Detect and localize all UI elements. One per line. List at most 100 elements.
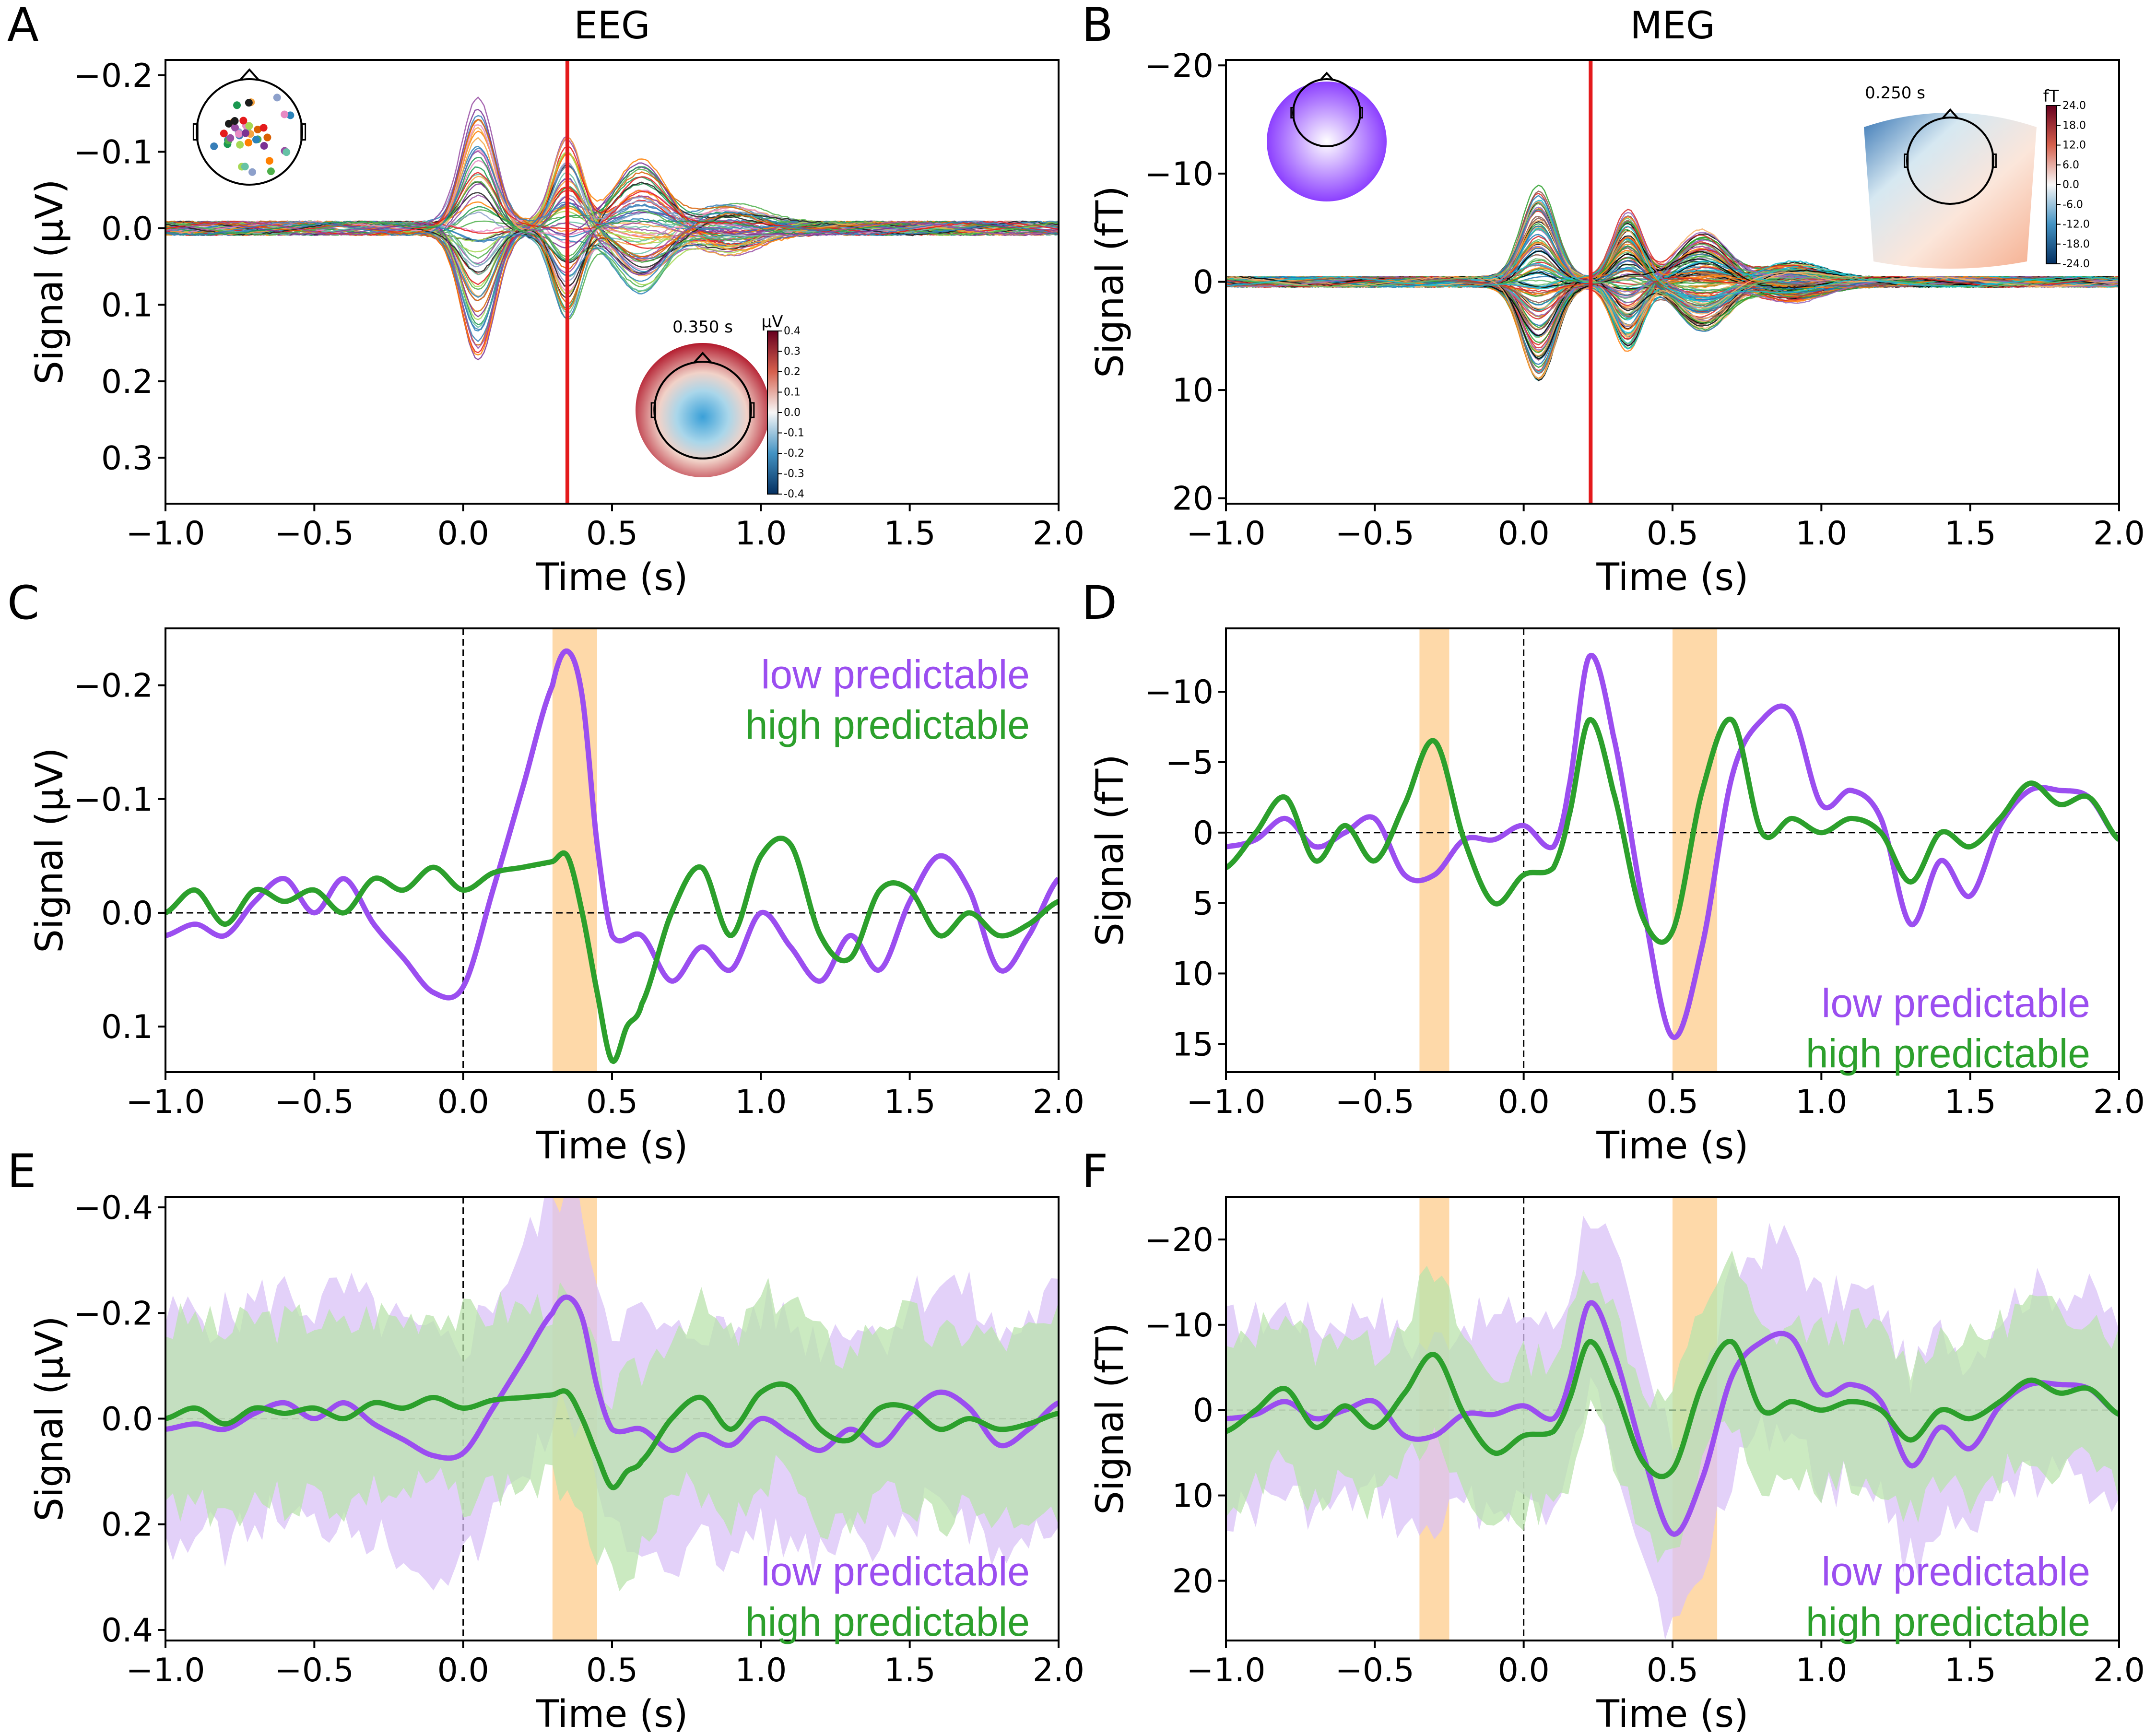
colorbar-label: 12.0 <box>2062 140 2086 152</box>
head-outline <box>196 78 303 186</box>
plot-area <box>1226 652 2119 1040</box>
y-tick-label: 0.0 <box>101 895 153 932</box>
topomap-inset: 0.350 s μV 0.4 0.3 0.2 0.1 0.0 -0.1 -0.2 -0.3 -0.4 <box>636 312 804 500</box>
y-tick-label: −5 <box>1166 744 1213 782</box>
panel-title: MEG <box>1630 4 1715 47</box>
colorbar-label: 0.0 <box>2062 179 2079 191</box>
colorbar-label: -12.0 <box>2062 219 2090 231</box>
legend-high: high predictable <box>1806 1031 2090 1076</box>
sensor-dot <box>241 163 249 171</box>
x-tick-label: 0.0 <box>1498 1083 1550 1121</box>
legend-low: low predictable <box>761 652 1030 697</box>
x-axis-label: Time (s) <box>535 1124 688 1168</box>
colorbar-label: -0.1 <box>784 427 804 439</box>
y-tick-label: 0 <box>1193 814 1213 852</box>
y-tick-label: −0.2 <box>74 1295 153 1333</box>
legend-high: high predictable <box>745 1599 1030 1644</box>
channel-trace <box>165 181 1059 263</box>
channel-trace <box>1226 241 2119 289</box>
x-tick-label: 1.5 <box>1944 1083 1996 1121</box>
x-tick-label: −1.0 <box>126 1083 205 1121</box>
error-band-high <box>165 1277 1059 1592</box>
channel-trace <box>165 166 1059 309</box>
x-tick-label: −1.0 <box>1186 1652 1265 1689</box>
nose-outline <box>693 352 712 364</box>
colorbar <box>767 330 778 495</box>
x-tick-label: −1.0 <box>1186 515 1265 553</box>
sensor-dot <box>260 142 268 150</box>
channel-trace <box>165 197 1059 318</box>
x-tick-label: 1.5 <box>1944 515 1996 553</box>
head-outline <box>1906 117 1994 205</box>
x-tick-label: 1.5 <box>884 515 936 553</box>
x-tick-label: 2.0 <box>1033 515 1084 553</box>
legend-high: high predictable <box>1806 1599 2090 1644</box>
panel-C: C −1.0 −0.5 0.0 0.5 1.0 1.5 2.0 −0.2 −0.1 0.0 0.1 Ti… <box>7 576 1084 1168</box>
sensor-dot <box>233 101 241 109</box>
x-tick-label: 0.5 <box>586 515 638 553</box>
panel-letter: E <box>7 1145 36 1198</box>
sensor-dot <box>254 126 262 134</box>
x-tick-label: 2.0 <box>2093 1652 2145 1689</box>
series-line-low <box>1226 652 2119 1040</box>
y-tick-label: 20 <box>1172 480 1213 518</box>
x-tick-label: 0.0 <box>1498 515 1550 553</box>
x-tick-label: 1.0 <box>1795 515 1847 553</box>
x-tick-label: 1.5 <box>884 1652 936 1689</box>
channel-trace <box>165 145 1059 295</box>
sensor-dot <box>245 99 253 107</box>
x-axis-label: Time (s) <box>1596 1124 1748 1168</box>
y-tick-label: −20 <box>1144 47 1213 85</box>
sensor-dot <box>231 123 239 131</box>
colorbar <box>2046 105 2057 264</box>
x-tick-label: 2.0 <box>1033 1652 1084 1689</box>
colorbar-unit: fT <box>2043 87 2059 106</box>
channel-trace <box>1226 225 2119 298</box>
y-tick-label: 10 <box>1172 955 1213 993</box>
sensor-layout-inset <box>1267 71 1387 201</box>
colorbar-label: 6.0 <box>2062 159 2079 171</box>
channel-trace <box>165 166 1059 261</box>
legend-low: low predictable <box>1822 1549 2090 1594</box>
sensor-dot <box>265 157 273 165</box>
x-tick-label: 0.5 <box>586 1652 638 1689</box>
colorbar-label: -6.0 <box>2062 199 2083 211</box>
butterfly-traces <box>1226 184 2119 381</box>
series-line-low <box>1226 1300 2119 1537</box>
colorbar-label: 24.0 <box>2062 100 2086 112</box>
y-tick-label: 0.2 <box>101 1506 153 1544</box>
x-tick-label: −0.5 <box>1335 515 1414 553</box>
x-tick-label: 0.0 <box>437 1083 489 1121</box>
ear-left <box>1290 107 1295 118</box>
sensor-dot <box>248 168 257 176</box>
x-axis-label: Time (s) <box>1596 1693 1748 1735</box>
channel-trace <box>165 194 1059 237</box>
series-line-low <box>165 1294 1059 1461</box>
head-outline <box>653 361 752 460</box>
colorbar-label: 0.4 <box>784 325 801 337</box>
colorbar-label: -0.4 <box>784 488 804 500</box>
topomap-time: 0.250 s <box>1865 83 1925 103</box>
channel-trace <box>1226 250 2119 380</box>
y-tick-label: 0 <box>1193 1392 1213 1430</box>
x-tick-label: 1.0 <box>735 1652 787 1689</box>
x-tick-label: −0.5 <box>1335 1652 1414 1689</box>
sensor-dot <box>245 139 253 147</box>
y-axis-label: Signal (μV) <box>28 747 71 953</box>
panel-title: EEG <box>574 4 650 47</box>
y-tick-label: 10 <box>1172 1477 1213 1515</box>
y-tick-label: 0.0 <box>101 1401 153 1439</box>
ear-left <box>192 123 199 141</box>
series-line-high <box>165 836 1059 1064</box>
colorbar-label: 18.0 <box>2062 119 2086 131</box>
y-tick-label: −20 <box>1144 1221 1213 1259</box>
channel-trace <box>165 96 1059 260</box>
y-tick-label: −0.1 <box>74 781 153 819</box>
colorbar-unit: μV <box>762 312 783 331</box>
y-tick-label: −0.4 <box>74 1189 153 1227</box>
sensor-dot <box>226 134 235 142</box>
x-axis-label: Time (s) <box>535 556 688 599</box>
x-tick-label: 1.5 <box>884 1083 936 1121</box>
sensor-dot <box>263 133 271 142</box>
